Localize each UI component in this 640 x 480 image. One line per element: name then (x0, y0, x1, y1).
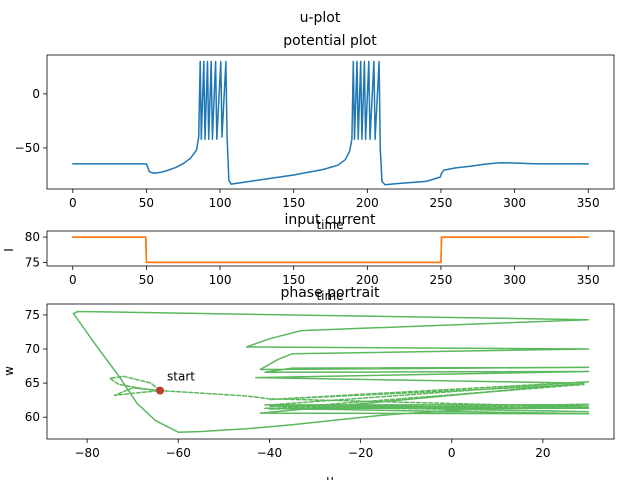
x-tick-label: 0 (69, 273, 77, 287)
x-tick-label: 350 (577, 196, 600, 210)
input-ticks: 0 50 100 150 200 250 300 350 75 80 (25, 230, 600, 287)
phase-ticks: −80 −60 −40 −20 0 20 60 65 70 75 (25, 308, 551, 460)
x-tick-label: 300 (503, 273, 526, 287)
x-tick-label: 0 (69, 196, 77, 210)
phase-portrait-title: phase portrait (280, 285, 380, 301)
x-tick-label: 20 (535, 446, 550, 460)
x-tick-label: 50 (139, 273, 154, 287)
y-tick-label: 70 (25, 342, 40, 356)
x-tick-label: 200 (356, 196, 379, 210)
x-tick-label: 100 (209, 273, 232, 287)
phase-portrait-frame (46, 303, 615, 440)
start-annotation-label: start (167, 370, 195, 384)
x-tick-label: 50 (139, 196, 154, 210)
x-tick-label: −40 (257, 446, 282, 460)
phase-series-line-1 (109, 375, 590, 413)
x-tick-label: 200 (356, 273, 379, 287)
potential-x-axis-label: time (316, 218, 343, 232)
x-tick-label: 300 (503, 196, 526, 210)
phase-series-line-0 (72, 310, 590, 433)
input-current-panel: input current 0 50 100 150 200 250 300 3507580 … (2, 212, 615, 303)
input-series-layer (72, 236, 589, 264)
phase-x-axis-label: u (326, 473, 334, 480)
phase-series-layer: start (72, 310, 590, 433)
x-tick-label: 150 (282, 196, 305, 210)
y-tick-label: 65 (25, 376, 40, 390)
x-tick-label: 0 (448, 446, 456, 460)
potential-ticks: 0 50 100 150 200 250 300 350 −50 0 (15, 87, 600, 210)
x-tick-label: 350 (577, 273, 600, 287)
y-tick-label: 0 (32, 87, 40, 101)
x-tick-label: 100 (209, 196, 232, 210)
y-tick-label: −50 (15, 141, 40, 155)
x-tick-label: 250 (430, 196, 453, 210)
x-tick-label: 150 (282, 273, 305, 287)
potential-series-layer (72, 60, 589, 186)
potential-series-line-0 (72, 60, 589, 186)
figure-suptitle: u-plot (300, 10, 341, 26)
input-current-title: input current (285, 212, 376, 228)
input-current-frame (46, 230, 615, 267)
y-tick-label: 80 (25, 230, 40, 244)
x-tick-label: −20 (348, 446, 373, 460)
potential-plot-panel: potential plot 0 50 100 150 200 250 300 350−500… (15, 33, 615, 232)
y-tick-label: 60 (25, 410, 40, 424)
phase-y-axis-label: w (2, 366, 16, 376)
input-series-line-1 (72, 236, 589, 264)
phase-portrait-panel: phase portrait start −80 −60 −40 −20 0 20 60 65… (2, 285, 615, 480)
start-marker (156, 386, 165, 395)
x-tick-label: −60 (166, 446, 191, 460)
input-y-axis-label: I (2, 248, 16, 252)
input-x-axis-label: time (316, 289, 343, 303)
x-tick-label: 250 (430, 273, 453, 287)
potential-plot-frame (46, 54, 615, 190)
y-tick-label: 75 (25, 255, 40, 269)
y-tick-label: 75 (25, 308, 40, 322)
x-tick-label: −80 (74, 446, 99, 460)
potential-plot-title: potential plot (283, 33, 377, 49)
